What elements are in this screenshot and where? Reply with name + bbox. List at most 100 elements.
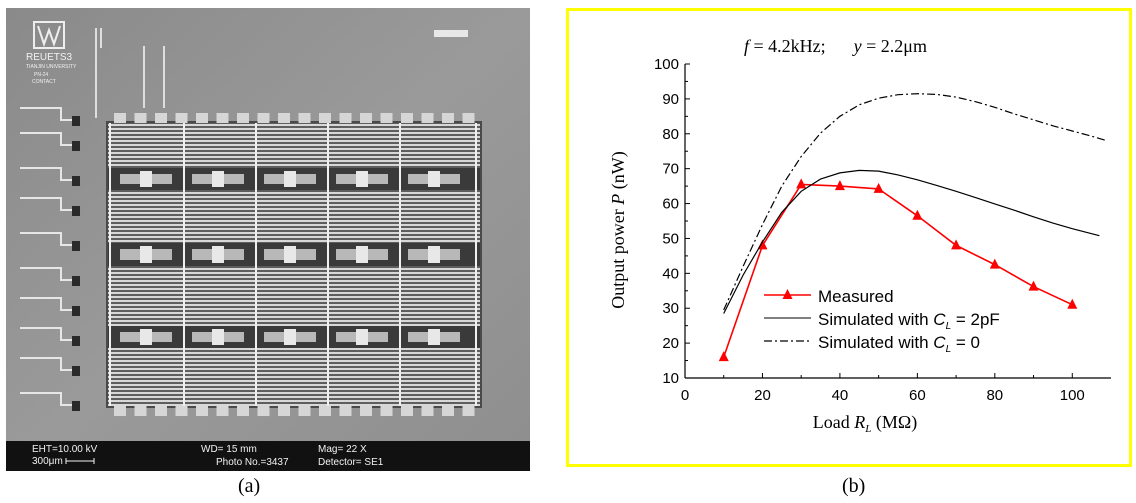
top-pad [196, 113, 208, 123]
side-pad [72, 336, 80, 346]
top-pad [216, 113, 229, 123]
sem-photo-text: Photo No.=3437 [216, 457, 289, 468]
measured-point [796, 178, 807, 189]
legend-measured-label: Measured [818, 287, 894, 306]
y-tick-label: 10 [662, 370, 679, 387]
sem-micrograph: REUETS3 TIANJIN UNIVERSITY PN-24 CONTACT… [6, 8, 530, 471]
bottom-pad [196, 406, 208, 416]
side-wire [20, 297, 78, 311]
logo-code: PN-24 [34, 72, 48, 78]
series-line-2 [723, 93, 1108, 311]
x-tick-label: 20 [754, 387, 771, 404]
side-wire [20, 392, 78, 406]
finger-band [108, 123, 480, 168]
top-pad [134, 113, 147, 123]
output-power-chart: f = 4.2kHz; y = 2.2μm 0 20 40 60 80 100 10 20 30 4… [566, 8, 1132, 467]
y-tick-label: 90 [662, 91, 679, 108]
top-pad [401, 113, 413, 123]
y-tick-label: 60 [662, 196, 679, 213]
bottom-pad [360, 406, 372, 416]
measured-point [873, 182, 884, 193]
bottom-pad [380, 406, 393, 416]
legend-simulated-0-label: Simulated with CL = 0 [818, 333, 980, 355]
y-tick-label: 70 [662, 161, 679, 178]
side-wire [20, 107, 78, 121]
bottom-pad [401, 406, 413, 416]
legend-item-simulated-0: Simulated with CL = 0 [764, 333, 980, 355]
side-pad [72, 241, 80, 251]
measured-point [951, 239, 962, 250]
legend-item-simulated-2pf: Simulated with CL = 2pF [764, 310, 1000, 332]
chart-axes: 0 20 40 60 80 100 10 20 30 40 50 60 70 80 90 100 [654, 56, 1111, 404]
top-pad [339, 113, 352, 123]
anchor-center [356, 171, 368, 187]
side-wire [20, 267, 78, 281]
side-wire [20, 167, 78, 181]
side-pad [72, 306, 80, 316]
finger-band [108, 190, 480, 243]
legend-measured-marker [782, 289, 793, 299]
bottom-pad [216, 406, 229, 416]
top-pad [257, 113, 270, 123]
side-pad [72, 141, 80, 151]
x-tick-label: 0 [681, 387, 689, 404]
legend-item-measured: Measured [764, 287, 894, 306]
sem-mag-text: Mag= 22 X [318, 444, 367, 455]
top-pad [237, 113, 249, 123]
sem-detector-text: Detector= SE1 [318, 457, 384, 468]
anchor-center [356, 329, 368, 345]
interdigitated-device [106, 113, 482, 416]
sem-info-bar [6, 441, 530, 471]
anchor-center [284, 329, 296, 345]
bottom-pad [114, 406, 126, 416]
x-tick-label: 80 [986, 387, 1003, 404]
y-axis-label: Output power P (nW) [608, 151, 629, 308]
top-pad [462, 113, 475, 123]
top-pad [421, 113, 434, 123]
anchor-center [284, 246, 296, 263]
sem-scale-text: 300μm [32, 456, 63, 467]
bottom-pad [462, 406, 475, 416]
scale-marker [434, 30, 468, 37]
anchor-center [428, 246, 440, 263]
chart-legend: Measured Simulated with CL = 2pF Simulat… [764, 287, 1000, 355]
measured-point [989, 258, 1000, 269]
caption-b: (b) [842, 475, 866, 497]
top-pad [360, 113, 372, 123]
anchor-center [428, 171, 440, 187]
top-pad [175, 113, 188, 123]
chart-frame [566, 8, 1132, 467]
top-pad [442, 113, 454, 123]
anchor-center [284, 171, 296, 187]
sem-micrograph-panel: REUETS3 TIANJIN UNIVERSITY PN-24 CONTACT… [6, 8, 530, 471]
y-tick-label: 80 [662, 126, 679, 143]
sem-wd-text: WD= 15 mm [201, 444, 257, 455]
caption-a: (a) [238, 475, 261, 497]
anchor-center [140, 246, 152, 263]
bottom-pad [278, 406, 290, 416]
bottom-pad [237, 406, 249, 416]
side-wire [20, 132, 78, 146]
anchor-center [212, 171, 224, 187]
anchor-center [140, 329, 152, 345]
side-pad [72, 401, 80, 411]
bottom-pad [134, 406, 147, 416]
side-wire [20, 232, 78, 246]
top-pad [298, 113, 311, 123]
anchor-center [212, 246, 224, 263]
series-line-1 [723, 169, 1100, 314]
bottom-pad [175, 406, 188, 416]
bottom-pad [319, 406, 331, 416]
measured-point [912, 209, 923, 220]
probe-wires [95, 28, 165, 118]
y-tick-label: 30 [662, 300, 679, 317]
side-wire [20, 197, 78, 211]
measured-point [718, 351, 729, 362]
chart-series [718, 93, 1108, 362]
top-pad [278, 113, 290, 123]
anchor-center [356, 246, 368, 263]
left-contact-pads [20, 107, 80, 411]
side-pad [72, 116, 80, 126]
bottom-pad [298, 406, 311, 416]
anchor-center [140, 171, 152, 187]
